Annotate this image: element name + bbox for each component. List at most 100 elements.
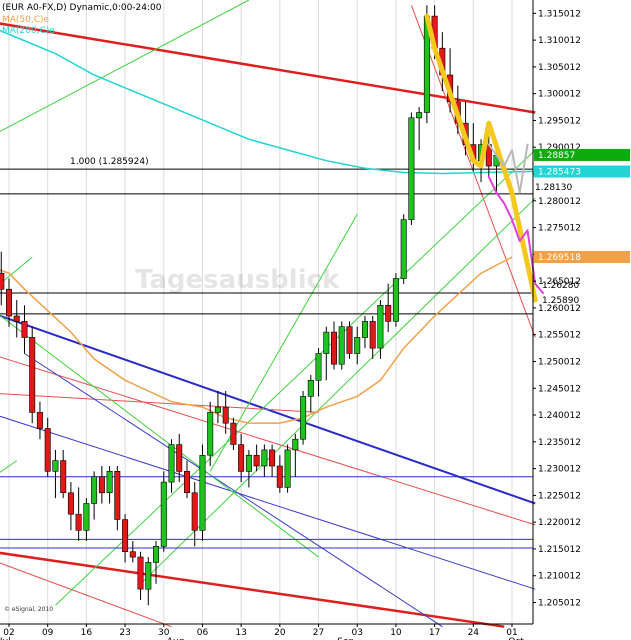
candle-body xyxy=(106,470,113,493)
x-month-label: Sep xyxy=(337,637,354,640)
legend-ma200: MA(200,C)e xyxy=(2,26,55,36)
y-tick-label: 1.220012 xyxy=(538,518,581,528)
candle-down xyxy=(122,514,129,563)
candle-body xyxy=(52,460,59,472)
y-tick-label: 1.300012 xyxy=(538,90,581,100)
candle-down xyxy=(67,482,74,531)
copyright-text: © eSignal, 2010 xyxy=(4,606,53,613)
candle-down xyxy=(253,444,260,472)
x-tick-label: 30 xyxy=(158,628,170,638)
candle-body xyxy=(160,481,167,547)
y-tick-label: 1.295012 xyxy=(538,116,581,126)
candle-down xyxy=(13,299,20,338)
candle-body xyxy=(369,321,376,349)
y-tick-label: 1.235012 xyxy=(538,438,581,448)
x-month-label: Jul xyxy=(0,637,11,640)
x-tick-label: 02 xyxy=(3,628,14,638)
price-badge: 1.285473 xyxy=(534,165,630,178)
chart-title: (EUR A0-FX,D) Dynamic,0:00-24:00 xyxy=(2,3,162,13)
candle-up xyxy=(214,391,221,424)
y-tick-label: 1.240012 xyxy=(538,411,581,421)
candle-body xyxy=(21,321,28,338)
price-badge: 1.28857 xyxy=(534,148,630,161)
projection-yellow xyxy=(424,13,538,303)
candle-body xyxy=(346,326,353,354)
candle-body xyxy=(385,304,392,322)
candle-body xyxy=(408,117,415,220)
candle-up xyxy=(338,321,345,370)
candle-down xyxy=(21,305,28,354)
candle-body xyxy=(222,406,229,424)
candle-body xyxy=(44,428,51,472)
trend-line xyxy=(0,314,536,505)
y-tick-label: 1.280012 xyxy=(538,197,581,207)
trend-line xyxy=(55,149,536,606)
candle-up xyxy=(83,498,90,541)
projections xyxy=(424,13,544,303)
candle-body xyxy=(400,219,407,279)
candle-body xyxy=(67,492,74,515)
candle-body xyxy=(13,315,20,322)
y-tick-label: 1.225012 xyxy=(538,491,581,501)
x-tick-label: 27 xyxy=(313,628,324,638)
candle-up xyxy=(261,444,268,477)
candle-body xyxy=(354,337,361,354)
candle-down xyxy=(230,417,237,450)
trend-line xyxy=(0,415,536,590)
candle-up xyxy=(300,391,307,445)
trend-line xyxy=(0,256,33,285)
candle-up xyxy=(377,299,384,359)
candle-down xyxy=(29,326,36,424)
price-badge-label: 1.285473 xyxy=(538,168,581,178)
trend-line xyxy=(0,356,536,526)
projection-gray xyxy=(487,143,529,194)
trend-line xyxy=(0,562,172,628)
x-tick-label: 20 xyxy=(274,628,286,638)
trend-line xyxy=(140,197,536,585)
candle-body xyxy=(392,278,399,322)
candle-body xyxy=(83,503,90,531)
candle-body xyxy=(145,562,152,590)
candle-body xyxy=(98,476,105,494)
price-badges: 1.28857 1.285473 1.269518 xyxy=(534,148,630,264)
candle-body xyxy=(199,454,206,531)
y-tick-label: 1.290012 xyxy=(538,143,581,153)
candle-up xyxy=(292,433,299,477)
candle-body xyxy=(245,454,252,472)
candle-body xyxy=(323,331,330,354)
y-tick-label: 1.215012 xyxy=(538,545,581,555)
candle-body xyxy=(307,379,314,397)
level-label-fib-1000: 1.000 (1.285924) xyxy=(70,157,149,167)
x-tick-label: 23 xyxy=(119,628,130,638)
price-badge: 1.269518 xyxy=(534,251,630,264)
price-badge-bg xyxy=(534,148,630,161)
candle-up xyxy=(361,316,368,349)
candle-up xyxy=(168,439,175,493)
candle-body xyxy=(230,422,237,445)
candle-down xyxy=(114,465,121,531)
candle-body xyxy=(261,449,268,467)
candle-body xyxy=(330,331,337,365)
candle-down xyxy=(346,321,353,359)
candle-down xyxy=(6,278,13,327)
candle-down xyxy=(276,455,283,493)
x-month-label: Aug xyxy=(167,637,185,640)
y-tick-label: 1.250012 xyxy=(538,357,581,367)
x-tick-label: 13 xyxy=(235,628,246,638)
x-tick-label: 24 xyxy=(468,628,480,638)
y-tick-label: 1.260012 xyxy=(538,304,581,314)
candle-body xyxy=(292,438,299,451)
price-badge-bg xyxy=(534,165,630,178)
trend-line xyxy=(0,314,319,558)
x-tick-label: 09 xyxy=(42,628,54,638)
candle-up xyxy=(307,374,314,413)
x-tick-label: 17 xyxy=(429,628,440,638)
candle-body xyxy=(300,396,307,440)
x-tick-label: 16 xyxy=(81,628,93,638)
candle-down xyxy=(98,465,105,504)
candle-up xyxy=(52,449,59,499)
price-badge-bg xyxy=(534,251,630,264)
candle-body xyxy=(184,470,191,493)
candle-down xyxy=(330,321,337,370)
